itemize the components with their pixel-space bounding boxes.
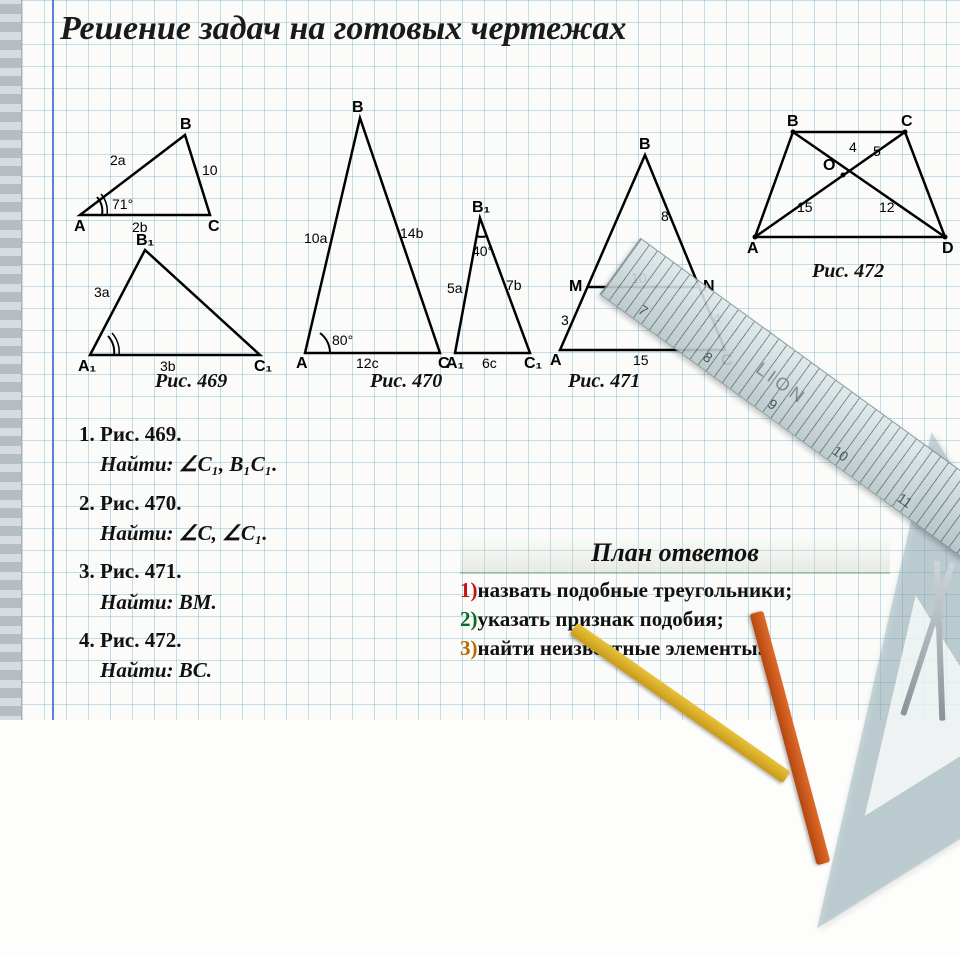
svg-text:C: C (208, 218, 220, 235)
figure-469: A B C 2a 10 2b 71° A₁ B₁ C₁ 3a 3b (70, 105, 280, 365)
svg-text:15: 15 (633, 352, 649, 368)
svg-text:15: 15 (797, 199, 813, 215)
task-4-ref: Рис. 472. (100, 628, 182, 652)
spiral-binding (0, 0, 22, 720)
svg-text:D: D (942, 240, 954, 257)
plan-item-2: 2)указать признак подобия; (460, 607, 890, 632)
answer-plan: План ответов 1)назвать подобные треуголь… (460, 536, 890, 661)
svg-text:B: B (352, 99, 364, 116)
page-title: Решение задач на готовых чертежах (60, 10, 626, 48)
task-1-find: Найти: ∠C₁, B₁C₁. (100, 450, 277, 478)
svg-text:C₁: C₁ (254, 358, 273, 375)
svg-text:B: B (787, 113, 799, 130)
svg-text:4: 4 (849, 139, 857, 155)
caption-469: Рис. 469 (155, 370, 227, 393)
task-4-find: Найти: BC. (100, 656, 277, 684)
svg-text:C: C (901, 113, 913, 130)
task-2-ref: Рис. 470. (100, 491, 182, 515)
svg-text:14b: 14b (400, 225, 424, 241)
plan-title: План ответов (460, 536, 890, 574)
svg-text:C: C (721, 352, 733, 369)
svg-text:A: A (296, 355, 308, 372)
svg-text:B₁: B₁ (472, 199, 491, 216)
svg-text:12: 12 (879, 199, 895, 215)
task-3-ref: Рис. 471. (100, 559, 182, 583)
svg-text:B: B (180, 116, 192, 133)
task-3-find: Найти: BM. (100, 588, 277, 616)
svg-text:A₁: A₁ (78, 358, 97, 375)
svg-text:71°: 71° (112, 196, 133, 212)
svg-text:5: 5 (873, 143, 881, 159)
margin-line (52, 0, 54, 720)
svg-text:B₁: B₁ (136, 232, 155, 249)
svg-text:3: 3 (561, 312, 569, 328)
svg-text:12c: 12c (356, 355, 379, 371)
task-1: Рис. 469. Найти: ∠C₁, B₁C₁. (100, 420, 277, 479)
svg-text:M: M (569, 278, 582, 295)
plan-item-1: 1)назвать подобные треугольники; (460, 578, 890, 603)
caption-471: Рис. 471 (568, 370, 640, 393)
task-2-find: Найти: ∠C, ∠C₁. (100, 519, 277, 547)
task-3: Рис. 471. Найти: BM. (100, 557, 277, 616)
svg-text:4: 4 (713, 310, 721, 326)
svg-text:A: A (550, 352, 562, 369)
plan-item-3: 3)найти неизвестные элементы. (460, 636, 890, 661)
caption-472: Рис. 472 (812, 260, 884, 283)
task-2: Рис. 470. Найти: ∠C, ∠C₁. (100, 489, 277, 548)
svg-text:A: A (747, 240, 759, 257)
svg-text:O: O (823, 157, 835, 174)
task-1-ref: Рис. 469. (100, 422, 182, 446)
svg-text:7b: 7b (506, 277, 522, 293)
figure-471: B A C M N 8 10 3 4 15 (545, 135, 740, 365)
svg-text:N: N (703, 278, 715, 295)
svg-text:B: B (639, 136, 651, 153)
svg-text:A₁: A₁ (446, 355, 465, 372)
figure-470: A B C 10a 14b 12c 80° A₁ B₁ C₁ 5a 7b 6c … (290, 98, 540, 368)
figure-472: B C A D O 4 5 15 12 (745, 112, 955, 257)
task-list: Рис. 469. Найти: ∠C₁, B₁C₁. Рис. 470. На… (100, 420, 277, 695)
caption-470: Рис. 470 (370, 370, 442, 393)
svg-text:40°: 40° (472, 243, 493, 259)
task-4: Рис. 472. Найти: BC. (100, 626, 277, 685)
svg-text:3a: 3a (94, 284, 110, 300)
svg-text:6c: 6c (482, 355, 497, 371)
svg-text:5a: 5a (447, 280, 463, 296)
svg-text:10a: 10a (304, 230, 328, 246)
svg-text:A: A (74, 218, 86, 235)
svg-text:10: 10 (202, 162, 218, 178)
svg-text:2a: 2a (110, 152, 126, 168)
svg-text:80°: 80° (332, 332, 353, 348)
svg-text:8: 8 (661, 208, 669, 224)
svg-text:10: 10 (631, 270, 647, 286)
svg-text:C₁: C₁ (524, 355, 543, 372)
